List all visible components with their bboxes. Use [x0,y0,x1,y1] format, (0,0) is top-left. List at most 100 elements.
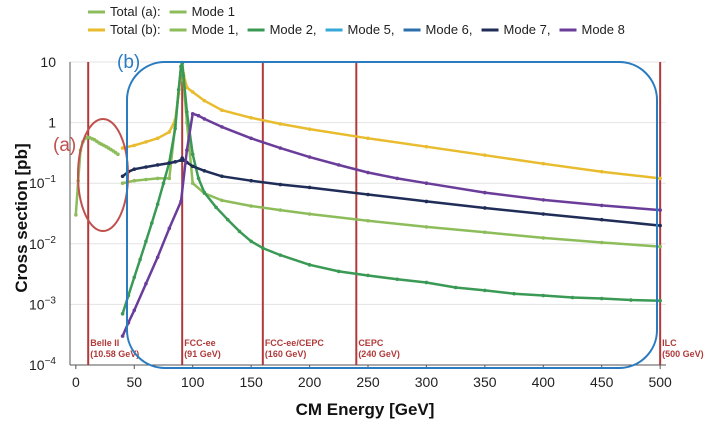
series-point [599,203,604,208]
series-point [366,273,370,278]
x-tick-label: 450 [590,374,614,390]
axes [69,62,666,369]
series-point [512,291,516,296]
series-point [336,163,341,167]
series-point [196,176,201,181]
series-point [249,116,253,120]
series-point [483,230,487,235]
series-point [185,110,189,114]
series-point [307,185,312,190]
gridlines [70,61,666,366]
legend-row2-entry-label: Mode 1, [192,22,239,37]
series-point [202,98,207,103]
x-tick-label: 150 [239,374,263,390]
series-point [181,158,186,162]
series-point [599,169,604,174]
series-point [150,221,154,225]
series-point [658,298,662,303]
series-point [120,146,125,150]
x-tick-label: 0 [72,374,80,390]
energy-marker-sublabel: (500 GeV) [662,349,704,359]
series-point [366,170,370,175]
energy-marker-sublabel: (91 GeV) [184,349,221,359]
series-point [120,334,125,338]
legend-row2-entry-label: Mode 7, [504,22,551,37]
series-point [132,308,137,313]
series-point [658,244,662,249]
series-point [190,90,195,94]
y-tick-exponent: −3 [45,295,57,306]
series-point [307,155,312,159]
series-point [424,225,429,229]
series-point [599,217,604,222]
series-point [155,202,160,207]
series-point [161,181,166,185]
series-group [74,60,662,338]
legend: Total (a): Mode 1 Total (b): Mode 1, Mode 2,… [88,4,625,37]
series-point [220,198,224,203]
series-point [190,152,195,157]
series-point [155,176,160,181]
series-point [167,161,172,165]
series-point [185,85,189,90]
series-point [483,288,487,293]
series-point [395,176,400,181]
series-point [307,127,312,131]
y-tick-exponent: −2 [45,235,57,246]
region-b-label: (b) [117,52,140,73]
legend-row2-entry-label: Mode 2, [270,22,317,37]
series-point [424,181,429,185]
series-point [132,178,137,183]
series-point [237,229,242,234]
x-tick-label: 100 [181,374,205,390]
series-point [220,174,224,179]
legend-row1-entry-label: Mode 1 [192,4,235,19]
series-point [167,176,172,181]
series-point [658,223,662,228]
energy-marker-label: CEPC [358,338,384,348]
series-point [541,161,546,166]
series-point [179,199,183,204]
series-point [570,295,575,300]
region-a-outline [77,118,129,232]
legend-total-a-label: Total (a): [110,4,161,19]
series-point [120,311,125,316]
series-point [74,213,78,217]
series-point [190,111,195,116]
series-point [155,163,160,167]
series-point [120,174,125,179]
legend-row2-entry-label: Mode 6, [426,22,473,37]
energy-marker-sublabel: (10.58 GeV) [90,349,139,359]
series-point [249,178,253,183]
series-point [132,275,137,280]
series-point [424,280,429,285]
series-point [155,255,160,260]
series-point [167,130,172,134]
series-point [167,226,172,231]
x-tick-label: 500 [648,374,672,390]
series-point [144,140,148,144]
series-point [278,253,283,257]
series-point [424,199,429,204]
series-point [599,296,604,301]
series-point [278,182,283,187]
y-tick-label: 10−1 [29,174,56,191]
legend-row2-entry-label: Mode 8 [582,22,625,37]
series-point [225,217,230,222]
energy-marker-label: Belle II [90,338,119,348]
series-point [138,257,142,262]
energy-marker-sublabel: (240 GeV) [358,349,400,359]
series-point [202,169,207,173]
series-point [453,285,458,290]
series-point [261,246,265,250]
series-point [144,165,148,169]
region-a-label: (a) [53,135,76,156]
series-line [122,61,661,180]
x-tick-label: 400 [532,374,556,390]
series-point [132,167,137,172]
energy-marker-label: FCC-ee/CEPC [265,338,325,348]
region-outlines: (a) (b) [53,52,658,369]
energy-marker-label: FCC-ee [184,338,216,348]
series-point [366,136,370,141]
series-point [483,206,487,210]
